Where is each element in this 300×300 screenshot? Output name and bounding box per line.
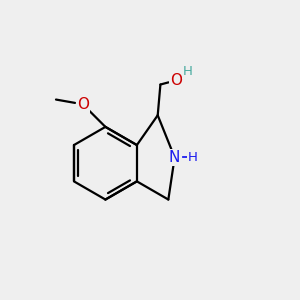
Text: N: N: [169, 150, 180, 165]
Text: O: O: [170, 73, 182, 88]
Text: H: H: [182, 65, 192, 78]
Text: H: H: [188, 151, 198, 164]
Text: O: O: [77, 97, 89, 112]
